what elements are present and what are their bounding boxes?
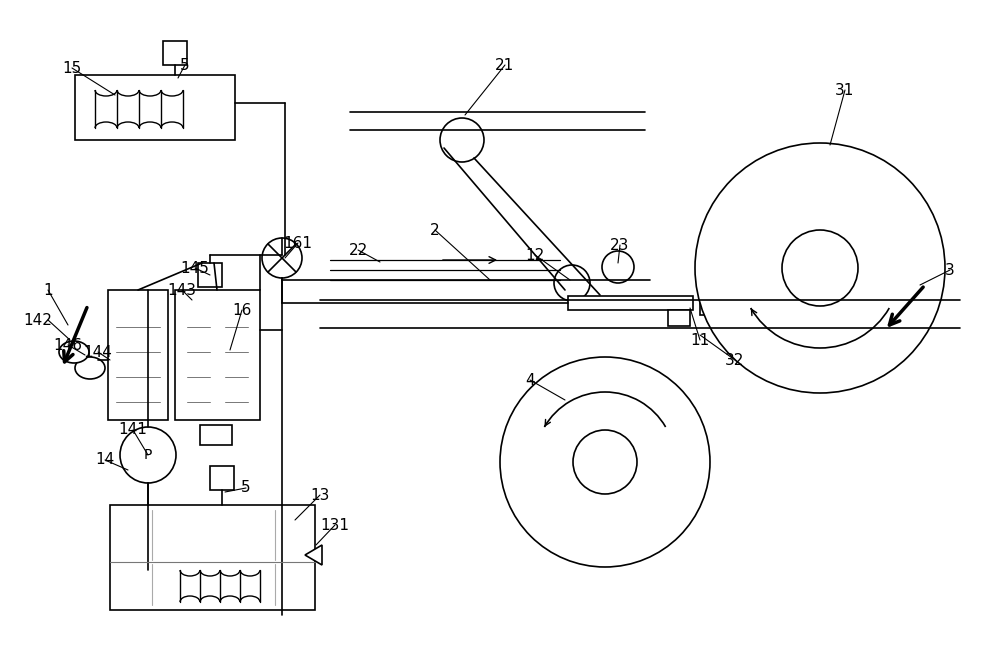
Text: 143: 143 bbox=[168, 282, 197, 298]
Circle shape bbox=[573, 430, 637, 494]
Polygon shape bbox=[305, 545, 322, 565]
Bar bbox=[668, 310, 690, 326]
Text: 32: 32 bbox=[725, 353, 745, 368]
Text: 5: 5 bbox=[180, 57, 190, 72]
Bar bbox=[700, 303, 718, 315]
Text: 14: 14 bbox=[95, 452, 115, 468]
Circle shape bbox=[602, 251, 634, 283]
Text: 13: 13 bbox=[310, 488, 330, 503]
Circle shape bbox=[782, 230, 858, 306]
Text: 145: 145 bbox=[181, 260, 209, 275]
Bar bbox=[200, 425, 232, 445]
Text: 16: 16 bbox=[232, 302, 252, 317]
Bar bbox=[110, 505, 315, 610]
Bar bbox=[75, 75, 235, 140]
Text: 5: 5 bbox=[241, 481, 251, 495]
Ellipse shape bbox=[59, 341, 89, 363]
Bar bbox=[108, 290, 168, 420]
Text: P: P bbox=[144, 448, 152, 462]
Text: 11: 11 bbox=[690, 333, 710, 348]
Text: 1: 1 bbox=[43, 282, 53, 298]
Text: 144: 144 bbox=[84, 344, 112, 360]
Ellipse shape bbox=[75, 357, 105, 379]
Circle shape bbox=[440, 118, 484, 162]
Text: 22: 22 bbox=[348, 242, 368, 258]
Text: 4: 4 bbox=[525, 373, 535, 388]
Bar bbox=[210, 466, 234, 490]
Text: 2: 2 bbox=[430, 222, 440, 238]
Text: 141: 141 bbox=[119, 422, 147, 437]
Text: 12: 12 bbox=[525, 247, 545, 262]
Circle shape bbox=[695, 143, 945, 393]
Text: 161: 161 bbox=[284, 236, 313, 251]
Bar bbox=[175, 290, 260, 420]
Circle shape bbox=[554, 265, 590, 301]
Text: 31: 31 bbox=[835, 83, 855, 98]
Text: 142: 142 bbox=[24, 313, 52, 328]
Circle shape bbox=[500, 357, 710, 567]
Text: 15: 15 bbox=[62, 61, 82, 76]
Bar bbox=[163, 41, 187, 65]
Text: 146: 146 bbox=[54, 337, 83, 353]
Circle shape bbox=[120, 427, 176, 483]
Text: 131: 131 bbox=[321, 517, 350, 532]
Bar bbox=[568, 296, 693, 310]
Circle shape bbox=[262, 238, 302, 278]
Text: 21: 21 bbox=[495, 57, 515, 72]
Text: 23: 23 bbox=[610, 238, 630, 253]
Text: 3: 3 bbox=[945, 262, 955, 278]
Bar bbox=[198, 263, 222, 287]
